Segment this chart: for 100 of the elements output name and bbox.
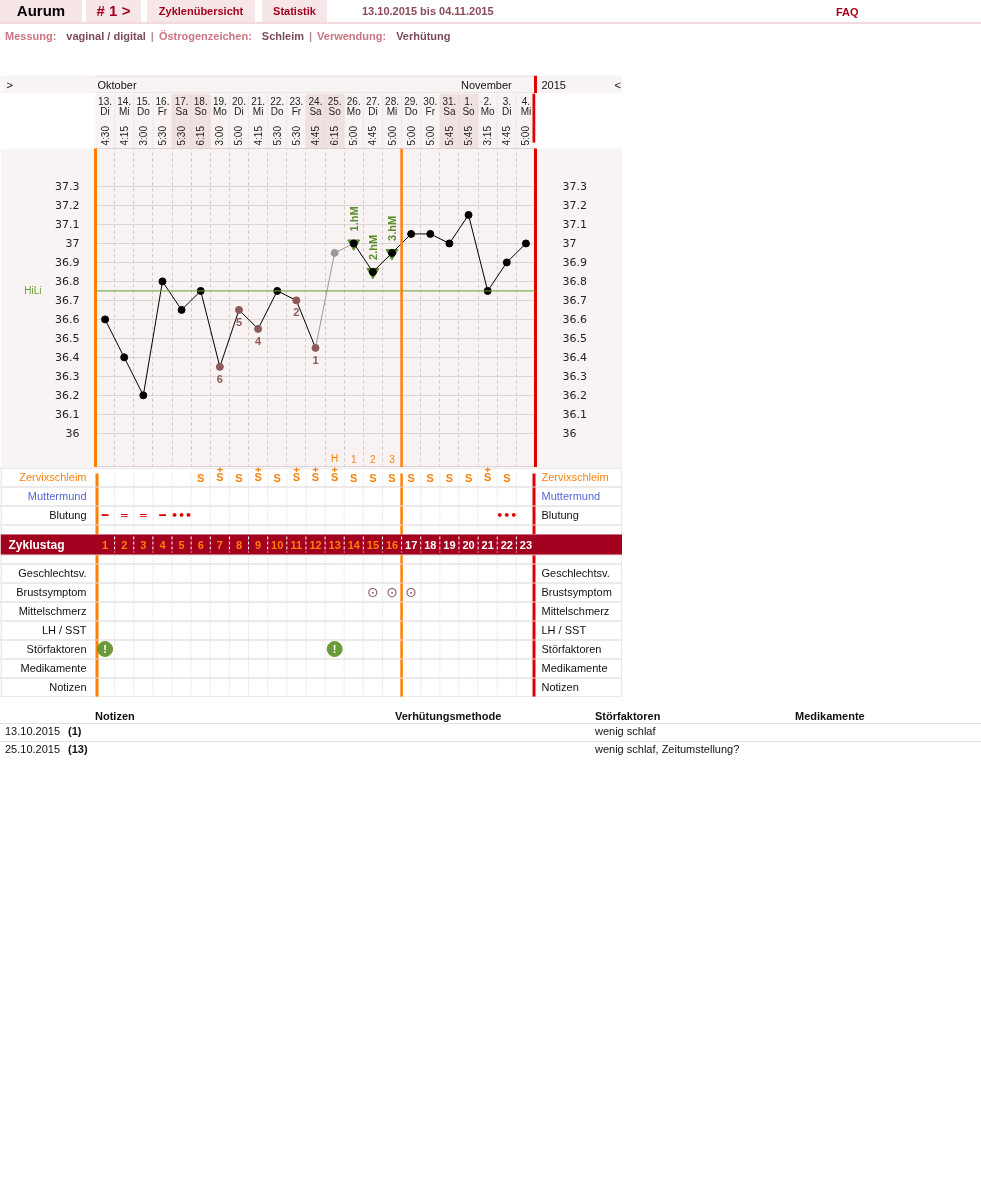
text: 5:00: [405, 125, 417, 146]
text: 5:00: [233, 125, 245, 146]
annotation: + S: [292, 463, 301, 484]
text: S: [503, 471, 511, 484]
text: S: [350, 471, 358, 484]
text: 4:15: [252, 125, 264, 146]
y2-tick-label: 36.2: [562, 389, 587, 403]
text: 5:00: [520, 125, 532, 146]
annotation: 4: [255, 334, 263, 347]
annotation: 1: [312, 353, 319, 366]
annotation: + S: [330, 463, 339, 484]
x-tick-label: 31. Sa: [442, 95, 457, 117]
text: ━: [158, 508, 167, 522]
y2-tick-label: 36.7: [562, 294, 587, 308]
y-tick-label: 36.6: [55, 313, 80, 327]
y-tick-label: 36.1: [55, 408, 80, 422]
text: Mittelschmerz: [541, 605, 610, 617]
text: <: [614, 78, 621, 91]
text: Medikamente: [20, 662, 87, 674]
text: Verhütungsmethode: [395, 710, 502, 722]
x-tick-label: 27. Di: [365, 95, 380, 117]
text: # 1 >: [86, 0, 141, 22]
y2-tick-label: 37.1: [562, 218, 587, 232]
text: S: [464, 471, 473, 484]
x-tick-label: 21. Mi: [251, 95, 266, 117]
text: >: [6, 78, 13, 91]
annotation: + S: [484, 463, 492, 484]
text: Aurum: [0, 0, 82, 22]
x-tick-label: 1. So: [462, 95, 476, 117]
y2-tick-label: 36: [562, 427, 577, 441]
text: S: [407, 471, 415, 484]
text: S: [235, 471, 243, 484]
y-tick-label: 36.5: [55, 332, 80, 346]
text: Blutung: [49, 509, 87, 521]
text: H 1 2 3: [331, 453, 395, 465]
y2-tick-label: 36.9: [562, 256, 587, 270]
y-tick-label: 36.3: [55, 370, 80, 384]
text: Blutung: [541, 509, 579, 521]
text: 6:15: [329, 125, 341, 146]
annotation: + S: [216, 463, 224, 484]
text: Störfaktoren: [26, 643, 87, 655]
chart-subtitle: Messung: vaginal / digital | Östrogenzeichen: Schleim | Verwendung: Verhütung: [5, 30, 451, 42]
y-tick-label: 36.7: [55, 294, 80, 308]
x-tick-label: 30. Fr: [423, 95, 438, 117]
annotation: 2: [293, 306, 300, 319]
text: 5:45: [463, 125, 475, 146]
text: S: [388, 471, 396, 484]
text: FAQ: [836, 6, 859, 18]
text: 25.10.2015: [5, 743, 61, 755]
x-tick-label: 23. Fr: [289, 95, 304, 117]
y-tick-label: 36.8: [55, 275, 80, 289]
text: wenig schlaf: [595, 725, 656, 737]
y2-tick-label: 37.2: [562, 199, 587, 213]
x-tick-label: 13. Di: [98, 95, 113, 117]
x-tick-label: 2. Mo: [480, 95, 496, 117]
text: 5:00: [348, 125, 360, 146]
x-tick-label: 19. Mo: [212, 95, 228, 117]
y-tick-label: 37.1: [55, 218, 80, 232]
text: Oktober: [97, 78, 137, 91]
x-tick-label: 14. Mi: [117, 95, 132, 117]
text: November: [460, 78, 513, 91]
text: Muttermund: [27, 490, 87, 502]
y-tick-label: 36.9: [55, 256, 80, 270]
annotation: 6: [216, 372, 223, 385]
y-tick-label: 36.4: [55, 351, 80, 365]
text: 3:15: [482, 125, 494, 146]
text: 5:00: [386, 125, 398, 146]
text: 5:00: [424, 125, 436, 146]
y-tick-label: 36: [65, 427, 80, 441]
text: Brustsymptom: [541, 586, 612, 598]
text: Medikamente: [795, 710, 865, 722]
text: Notizen: [49, 681, 87, 693]
text: 2015: [541, 78, 566, 91]
text: 4:45: [501, 125, 513, 146]
text: wenig schlaf, Zeitumstellung?: [595, 743, 740, 755]
text: 3:00: [137, 125, 149, 146]
x-tick-label: 22. Do: [270, 95, 285, 117]
text: Zervixschleim: [19, 471, 87, 483]
x-tick-label: 18. So: [193, 95, 208, 117]
x-tick-label: 29. Do: [404, 95, 419, 117]
text: Notizen: [95, 710, 135, 722]
text: S: [273, 471, 281, 484]
text: Zyklenübersicht: [147, 0, 255, 22]
chart-title: 13.10.2015 bis 04.11.2015: [362, 5, 494, 17]
annotation: + S: [311, 463, 320, 484]
annotation: 3.hM: [386, 215, 399, 241]
y-tick-label: 37: [65, 237, 80, 251]
text: S: [197, 471, 205, 484]
text: Muttermund: [541, 490, 601, 502]
x-tick-label: 16. Fr: [155, 95, 170, 117]
text: S: [445, 471, 454, 484]
annotation: + S: [254, 463, 262, 484]
text: 1 2 3 4 5 6 7 8 9 10 11 12 13 14 15 16 17 18 19 20 21 22 23: [102, 538, 533, 551]
text: !: [332, 643, 337, 655]
text: 5:30: [156, 125, 168, 146]
x-tick-label: 28. Mi: [385, 95, 399, 117]
text: (13): [68, 743, 88, 755]
y-tick-label: 36.2: [55, 389, 80, 403]
x-tick-label: 15. Do: [136, 95, 151, 117]
text: 13.10.2015: [5, 725, 61, 737]
